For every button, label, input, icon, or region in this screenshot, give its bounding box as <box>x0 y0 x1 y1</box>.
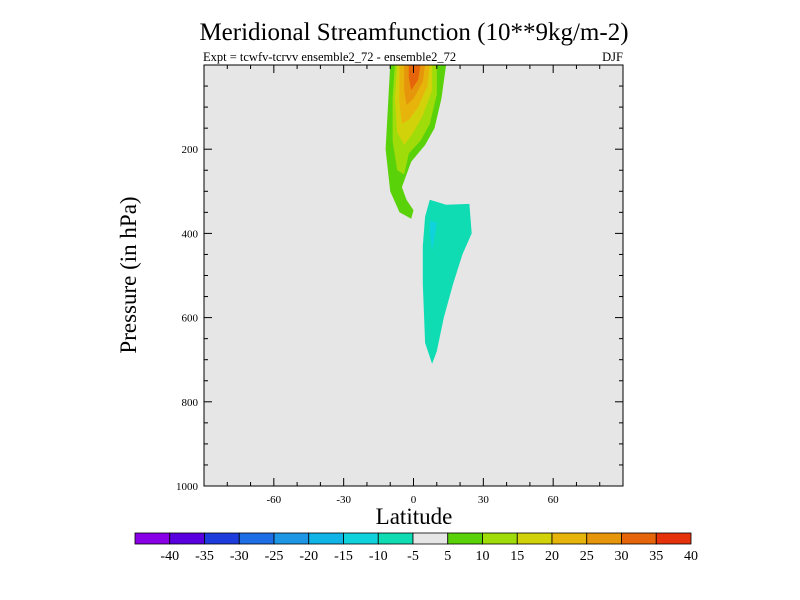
x-tick-label: 30 <box>478 494 490 506</box>
colorbar-label: 30 <box>615 549 629 564</box>
y-tick-label: 800 <box>182 397 199 409</box>
contour-regions <box>385 65 472 364</box>
colorbar-label: -5 <box>407 549 419 564</box>
colorbar-label: -35 <box>195 549 214 564</box>
colorbar-label: -20 <box>299 549 318 564</box>
colorbar-swatch <box>134 532 171 545</box>
colorbar-label: -30 <box>230 549 249 564</box>
colorbar <box>134 532 692 545</box>
x-tick-label: 60 <box>548 494 560 506</box>
colorbar-label: 40 <box>684 549 698 564</box>
colorbar-swatch <box>343 532 379 545</box>
colorbar-swatch <box>377 532 414 545</box>
colorbar-label: -40 <box>160 549 179 564</box>
y-axis-label: Pressure (in hPa) <box>116 196 141 353</box>
y-tick-label: 200 <box>182 144 199 156</box>
y-tick-label: 400 <box>182 228 199 240</box>
axis-tick-labels: -60 -30 0 30 60 200 400 600 800 1000 <box>176 144 559 506</box>
chart-subtitle-left: Expt = tcwfv-tcrvv ensemble2_72 - ensemb… <box>203 50 456 64</box>
colorbar-label: -25 <box>265 549 284 564</box>
chart-subtitle-right: DJF <box>602 50 623 64</box>
y-tick-label: 600 <box>182 313 199 325</box>
colorbar-label: 20 <box>545 549 559 564</box>
colorbar-swatch <box>516 532 553 545</box>
colorbar-swatch <box>273 532 310 545</box>
x-tick-label: -60 <box>266 494 281 506</box>
chart-title: Meridional Streamfunction (10**9kg/m-2) <box>199 19 628 46</box>
colorbar-swatch <box>551 532 588 545</box>
colorbar-label: -10 <box>369 549 388 564</box>
colorbar-swatch <box>308 532 344 545</box>
colorbar-label: 10 <box>476 549 490 564</box>
x-tick-label: -30 <box>336 494 351 506</box>
colorbar-swatch <box>447 532 483 545</box>
colorbar-label: 15 <box>510 549 524 564</box>
region-positive-30-35 <box>408 65 421 91</box>
colorbar-swatch <box>621 532 657 545</box>
colorbar-label: -15 <box>334 549 353 564</box>
colorbar-swatch <box>169 532 205 545</box>
colorbar-swatch <box>482 532 518 545</box>
region-negative-minus10-minus15 <box>429 220 437 251</box>
region-negative-minus5-minus10 <box>422 199 472 364</box>
colorbar-swatch <box>238 532 275 545</box>
colorbar-swatch <box>204 532 240 545</box>
colorbar-swatch <box>586 532 622 545</box>
y-tick-label: 1000 <box>176 481 199 493</box>
colorbar-label: 25 <box>580 549 594 564</box>
colorbar-label: 5 <box>444 549 451 564</box>
x-tick-label: 0 <box>411 494 417 506</box>
colorbar-label: 35 <box>649 549 663 564</box>
axis-ticks <box>203 65 624 487</box>
colorbar-swatch <box>412 532 449 545</box>
colorbar-labels: -40 -35 -30 -25 -20 -15 -10 -5 5 10 15 20 25 30 35 40 <box>160 549 698 564</box>
colorbar-swatch <box>655 532 692 545</box>
x-axis-label: Latitude <box>376 504 453 529</box>
